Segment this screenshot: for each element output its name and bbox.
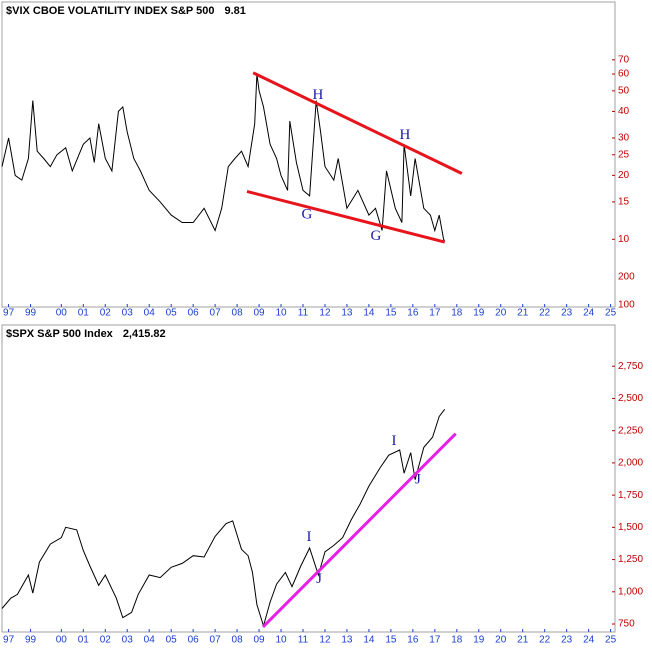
annotation: G	[371, 228, 382, 244]
chart-title: $VIX CBOE VOLATILITY INDEX S&P 500	[6, 5, 214, 17]
x-tick-label: 10	[275, 308, 287, 319]
annotation: I	[306, 529, 311, 545]
x-tick-label: 03	[122, 635, 134, 646]
x-tick-label: 22	[539, 635, 551, 646]
x-tick-label: 03	[122, 308, 134, 319]
y-tick-label: 2,500	[618, 393, 643, 404]
y-tick-label: 100	[618, 300, 635, 311]
chart-title: $SPX S&P 500 Index	[6, 328, 114, 340]
x-tick-label: 12	[319, 635, 331, 646]
x-tick-label: 97	[3, 308, 15, 319]
x-tick-label: 20	[495, 308, 507, 319]
x-tick-label: 21	[517, 308, 529, 319]
x-tick-label: 16	[407, 635, 419, 646]
x-tick-label: 20	[495, 635, 507, 646]
x-tick-label: 25	[605, 308, 617, 319]
x-tick-label: 17	[429, 308, 441, 319]
x-tick-label: 13	[341, 308, 353, 319]
x-tick-label: 08	[232, 308, 244, 319]
x-tick-label: 01	[78, 635, 90, 646]
y-tick-label: 60	[618, 69, 630, 80]
x-tick-label: 23	[561, 635, 573, 646]
x-tick-label: 14	[363, 308, 375, 319]
y-tick-label: 1,000	[618, 586, 643, 597]
y-tick-label: 40	[618, 106, 630, 117]
x-tick-label: 24	[583, 308, 595, 319]
y-tick-label: 30	[618, 133, 630, 144]
x-tick-label: 25	[605, 635, 617, 646]
x-tick-label: 10	[275, 635, 287, 646]
annotation: G	[302, 207, 313, 223]
last-value: 9.81	[224, 5, 245, 17]
x-tick-label: 09	[254, 308, 266, 319]
y-tick-label: 10	[618, 234, 630, 245]
price-line	[1, 408, 446, 628]
x-tick-label: 19	[473, 308, 485, 319]
x-tick-label: 02	[100, 635, 112, 646]
x-tick-label: 09	[254, 635, 266, 646]
x-tick-label: 07	[210, 308, 222, 319]
trend-line	[252, 71, 463, 175]
y-tick-label: 1,500	[618, 522, 643, 533]
x-tick-label: 24	[583, 635, 595, 646]
price-line	[1, 73, 446, 242]
trend-line	[261, 432, 457, 629]
x-tick-label: 00	[56, 308, 68, 319]
y-tick-label: 20	[618, 170, 630, 181]
x-tick-label: 04	[144, 635, 156, 646]
y-tick-label: 2,250	[618, 425, 643, 436]
x-tick-label: 15	[385, 308, 397, 319]
y-tick-label: 1,250	[618, 554, 643, 565]
x-tick-label: 18	[451, 635, 463, 646]
x-tick-label: 15	[385, 635, 397, 646]
vix-panel	[1, 1, 616, 308]
x-tick-label: 22	[539, 308, 551, 319]
x-tick-label: 08	[232, 635, 244, 646]
spx-panel	[1, 324, 616, 633]
y-tick-label: 750	[618, 619, 635, 630]
x-tick-label: 13	[341, 635, 353, 646]
y-tick-label: 50	[618, 85, 630, 96]
x-tick-label: 05	[166, 635, 178, 646]
last-value: 2,415.82	[123, 328, 166, 340]
annotation: J	[415, 471, 421, 487]
x-tick-label: 02	[100, 308, 112, 319]
x-tick-label: 99	[25, 635, 37, 646]
x-tick-label: 06	[188, 308, 200, 319]
y-tick-label: 70	[618, 54, 630, 65]
y-tick-label: 25	[618, 149, 630, 160]
x-tick-label: 19	[473, 635, 485, 646]
x-tick-label: 04	[144, 308, 156, 319]
x-tick-label: 17	[429, 635, 441, 646]
y-tick-label: 15	[618, 197, 630, 208]
x-tick-label: 00	[56, 635, 68, 646]
annotation: H	[313, 87, 324, 103]
x-tick-label: 07	[210, 635, 222, 646]
x-tick-label: 05	[166, 308, 178, 319]
x-tick-label: 01	[78, 308, 90, 319]
x-tick-label: 16	[407, 308, 419, 319]
x-tick-label: 11	[298, 635, 309, 646]
trend-line	[246, 189, 446, 244]
annotation: H	[400, 127, 411, 143]
annotation: I	[391, 433, 396, 449]
x-tick-label: 06	[188, 635, 200, 646]
y-tick-label: 2,750	[618, 361, 643, 372]
x-tick-label: 23	[561, 308, 573, 319]
x-tick-label: 99	[25, 308, 37, 319]
annotation: J	[316, 571, 322, 587]
y-tick-label: 200	[618, 272, 635, 283]
y-tick-label: 1,750	[618, 490, 643, 501]
x-tick-label: 12	[319, 308, 331, 319]
y-tick-label: 2,000	[618, 458, 643, 469]
x-tick-label: 97	[3, 635, 15, 646]
x-tick-label: 11	[298, 308, 309, 319]
x-tick-label: 14	[363, 635, 375, 646]
x-tick-label: 21	[517, 635, 529, 646]
x-tick-label: 18	[451, 308, 463, 319]
